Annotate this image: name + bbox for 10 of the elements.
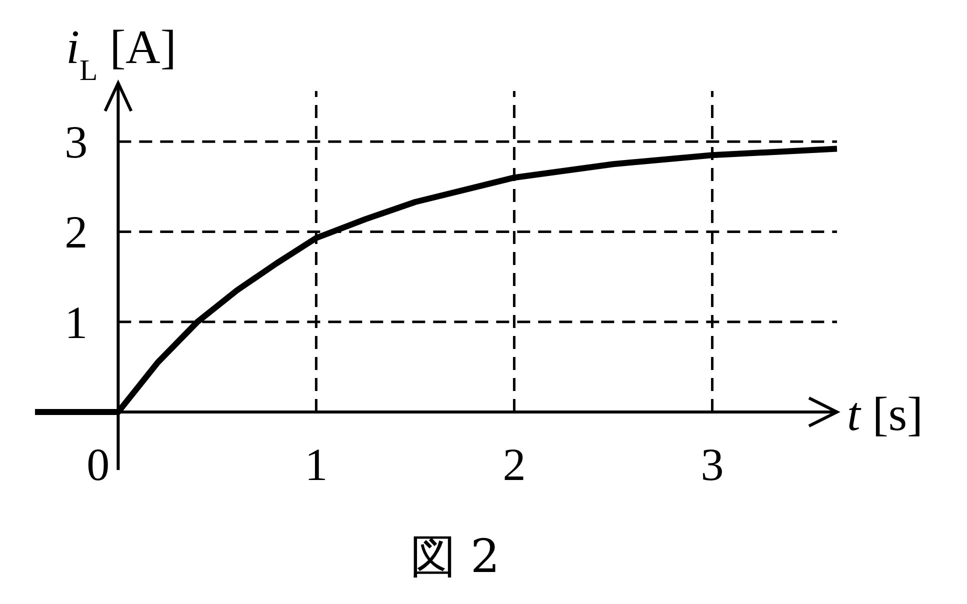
y-tick-label: 1 — [64, 296, 88, 348]
y-tick-label: 3 — [64, 116, 88, 168]
x-tick-label: 0 — [86, 439, 110, 490]
xlabel: t [s] — [847, 388, 923, 441]
x-tick-label: 2 — [502, 439, 526, 490]
x-tick-label: 3 — [700, 439, 724, 490]
y-tick-label: 2 — [64, 206, 88, 258]
annotation: 図 2 — [410, 529, 500, 583]
x-tick-label: 1 — [304, 439, 328, 490]
ylabel: i$_{L}$ [A] — [66, 21, 176, 86]
